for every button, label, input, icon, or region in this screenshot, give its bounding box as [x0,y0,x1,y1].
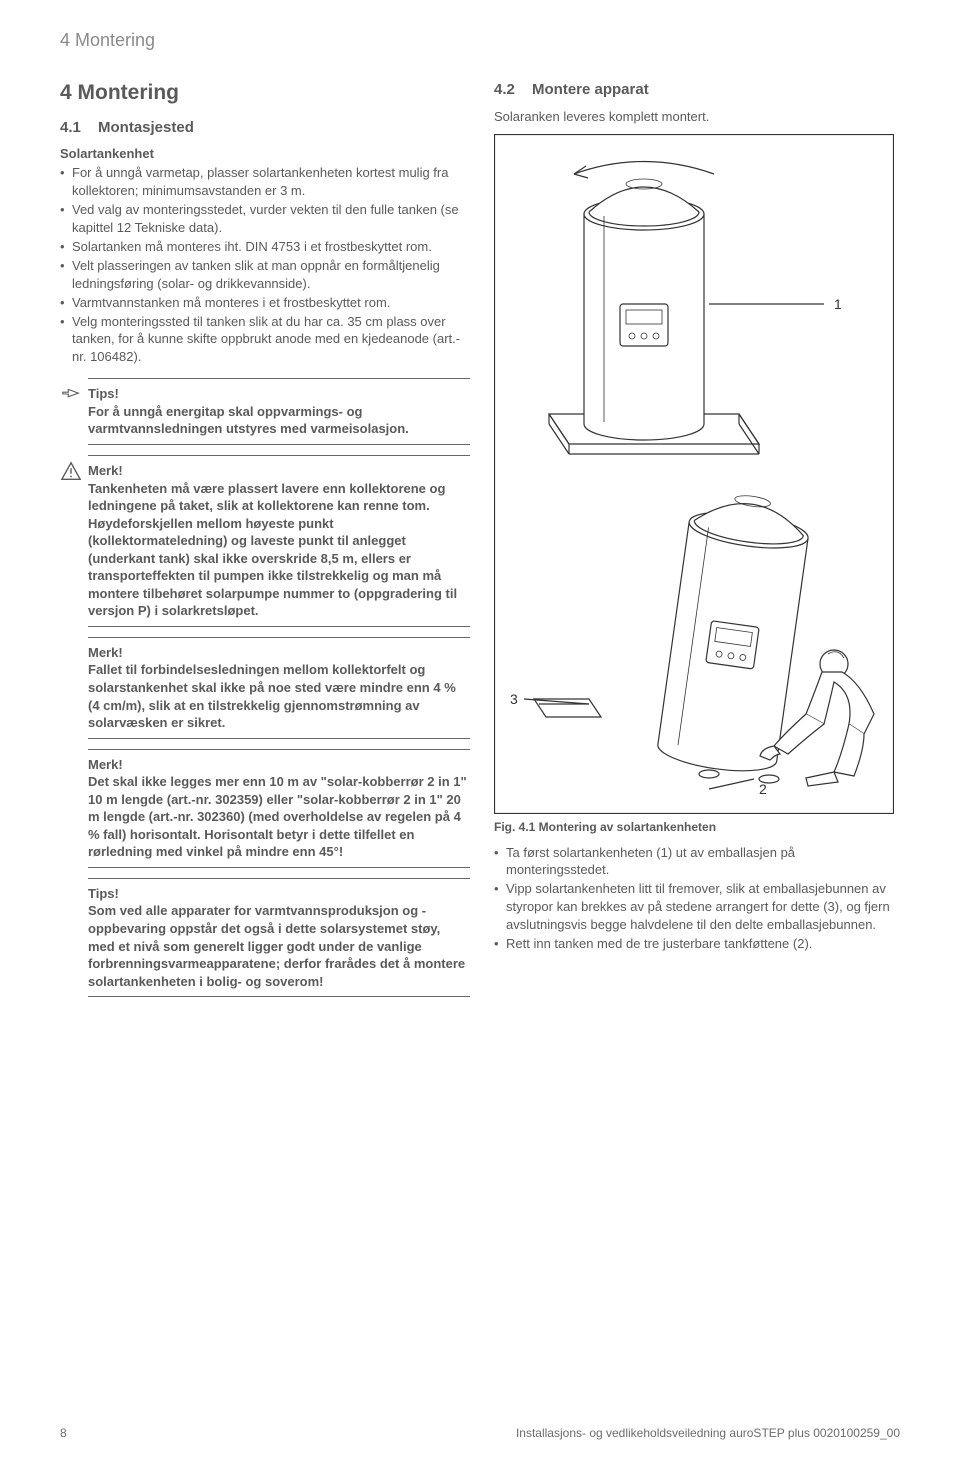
merk-block-1: Merk! Tankenheten må være plassert laver… [88,455,470,627]
note-body: Som ved alle apparater for varmtvannspro… [88,902,470,990]
list-item: Rett inn tanken med de tre justerbare ta… [494,935,900,953]
bullet-list-1: For å unngå varmetap, plasser solartanke… [60,164,470,366]
doc-id: Installasjons- og vedlikeholdsveiledning… [516,1426,900,1440]
hand-icon [60,383,82,405]
tips-block-2: Tips! Som ved alle apparater for varmtva… [88,878,470,997]
note-title: Merk! [88,644,470,662]
note-body: For å unngå energitap skal oppvarmings- … [88,403,470,438]
callout-1: 1 [834,296,842,312]
tips-block-1: Tips! For å unngå energitap skal oppvarm… [88,378,470,445]
intro-text: Solaranken leveres komplett montert. [494,108,900,126]
bullet-list-2: Ta først solartankenheten (1) ut av emba… [494,844,900,954]
page-number: 8 [60,1426,67,1440]
tank-illustration: .l{stroke:#333;stroke-width:1.2;fill:non… [494,134,894,814]
subsection-4-1: 4.1Montasjested [60,119,470,136]
list-item: Varmtvannstanken må monteres i et frostb… [60,294,470,312]
list-item: Velg monteringssted til tanken slik at d… [60,313,470,367]
figure-caption: Fig. 4.1 Montering av solartankenheten [494,820,900,834]
list-item: Velt plasseringen av tanken slik at man … [60,257,470,293]
list-item: Ved valg av monteringsstedet, vurder vek… [60,201,470,237]
subsection-number: 4.2 [494,81,532,98]
note-body: Fallet til forbindelsesledningen mellom … [88,661,470,731]
callout-3: 3 [510,691,518,707]
right-column: 4.2Montere apparat Solaranken leveres ko… [494,81,900,1007]
merk-block-2: Merk! Fallet til forbindelsesledningen m… [88,637,470,739]
note-body: Det skal ikke legges mer enn 10 m av "so… [88,773,470,861]
figure-4-1: .l{stroke:#333;stroke-width:1.2;fill:non… [494,134,900,834]
list-item: Vipp solartankenheten litt til fremover,… [494,880,900,934]
note-body: Tankenheten må være plassert lavere enn … [88,480,470,620]
merk-block-3: Merk! Det skal ikke legges mer enn 10 m … [88,749,470,868]
note-title: Merk! [88,462,470,480]
page-footer: 8 Installasjons- og vedlikeholdsveiledni… [60,1426,900,1440]
list-item: Ta først solartankenheten (1) ut av emba… [494,844,900,880]
subsection-4-2: 4.2Montere apparat [494,81,900,98]
section-title: 4 Montering [60,81,470,105]
callout-2: 2 [759,781,767,797]
list-item: Solartanken må monteres iht. DIN 4753 i … [60,238,470,256]
warning-icon [60,460,82,482]
two-column-layout: 4 Montering 4.1Montasjested Solartankenh… [60,81,900,1007]
subsection-number: 4.1 [60,119,98,136]
note-title: Tips! [88,385,470,403]
note-title: Tips! [88,885,470,903]
note-title: Merk! [88,756,470,774]
page-header: 4 Montering [60,30,900,51]
left-column: 4 Montering 4.1Montasjested Solartankenh… [60,81,470,1007]
subsection-label: Montere apparat [532,81,649,98]
subsection-label: Montasjested [98,119,194,136]
list-item: For å unngå varmetap, plasser solartanke… [60,164,470,200]
solartank-heading: Solartankenhet [60,146,470,161]
